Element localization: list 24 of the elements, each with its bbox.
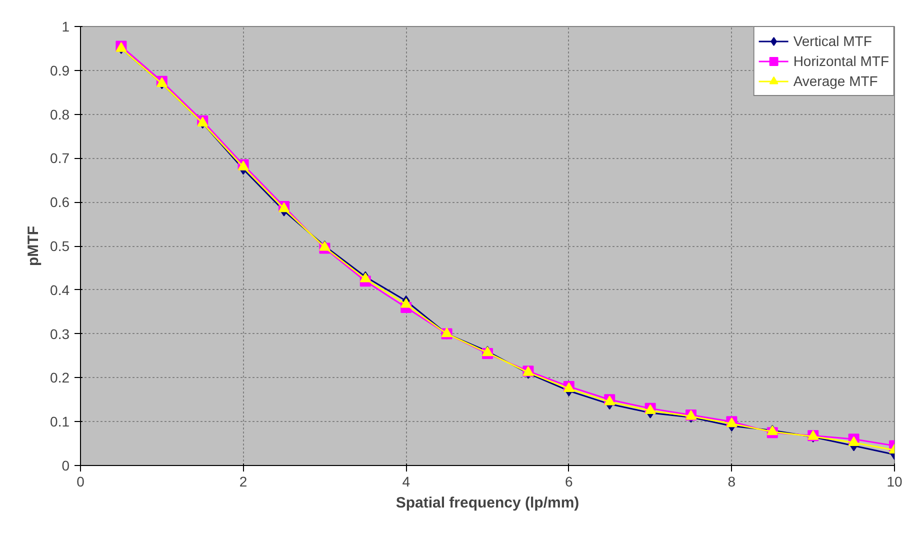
x-tick-label: 6	[565, 474, 574, 490]
y-tick-label: 0.7	[50, 150, 70, 166]
legend-label: Vertical MTF	[793, 33, 872, 49]
x-axis-title: Spatial frequency (lp/mm)	[396, 494, 580, 512]
x-tick-label: 10	[886, 474, 902, 490]
y-axis-title: pMTF	[25, 226, 42, 266]
x-tick-label: 0	[76, 474, 85, 490]
x-tick-label: 4	[402, 474, 410, 490]
point	[400, 298, 412, 308]
y-tick-label: 0.9	[50, 62, 70, 78]
y-tick-label: 0.8	[50, 106, 70, 122]
y-tick-label: 0.4	[50, 282, 70, 298]
y-tick-label: 0.1	[50, 414, 70, 430]
point	[848, 436, 860, 446]
y-tick-label: 0.6	[50, 194, 70, 210]
y-tick-label: 1	[62, 18, 70, 34]
legend-label: Average MTF	[793, 73, 878, 89]
y-tick-label: 0.5	[50, 238, 70, 254]
x-tick-label: 8	[728, 474, 736, 490]
legend-label: Horizontal MTF	[793, 53, 889, 69]
x-tick-label: 2	[239, 474, 248, 490]
y-tick-label: 0.3	[50, 326, 70, 342]
y-tick-label: 0	[62, 458, 70, 474]
y-tick-label: 0.2	[50, 370, 70, 386]
